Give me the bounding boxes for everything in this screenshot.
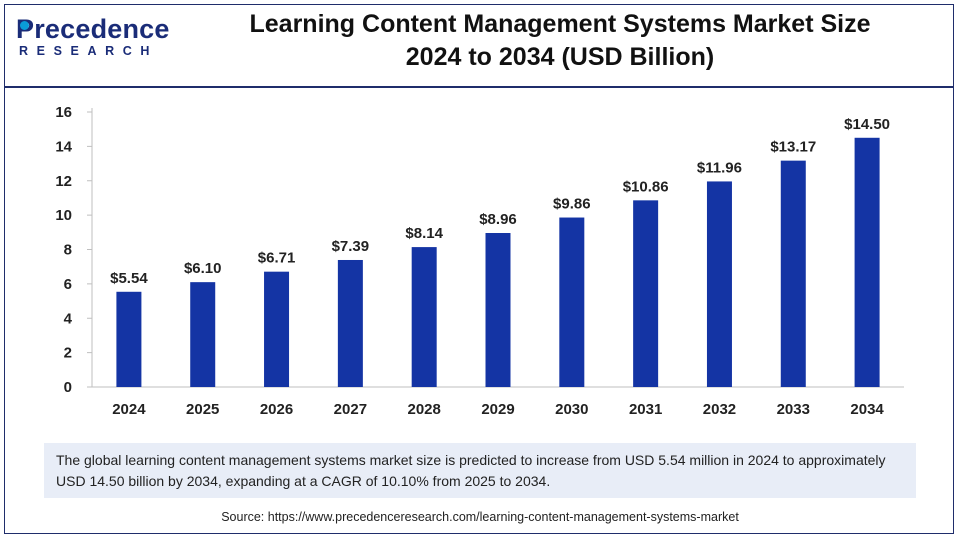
y-tick-label: 12 xyxy=(55,173,72,190)
data-label: $6.71 xyxy=(258,250,296,267)
bar xyxy=(633,200,659,387)
y-tick-label: 2 xyxy=(64,345,72,362)
bar-chart: 0 2 4 6 8 10 12 14 16 2024 $5.54 2025 $6.10 2026 $6.71… xyxy=(55,104,904,418)
x-tick-label: 2033 xyxy=(777,401,810,418)
bar xyxy=(411,247,437,387)
data-label: $8.96 xyxy=(479,211,517,228)
y-tick-label: 0 xyxy=(64,379,72,396)
bar xyxy=(337,259,363,387)
data-label: $10.86 xyxy=(623,178,669,195)
bar xyxy=(559,217,585,387)
bar xyxy=(264,271,290,387)
data-label: $6.10 xyxy=(184,260,222,277)
source-text: Source: https://www.precedenceresearch.c… xyxy=(221,510,739,524)
x-tick-label: 2024 xyxy=(112,401,146,418)
x-tick-label: 2034 xyxy=(850,401,884,418)
brand-subname: RESEARCH xyxy=(19,44,158,58)
x-tick-label: 2025 xyxy=(186,401,219,418)
x-tick-label: 2026 xyxy=(260,401,293,418)
bar xyxy=(485,233,511,387)
data-label: $11.96 xyxy=(697,159,742,176)
x-tick-label: 2029 xyxy=(481,401,514,418)
data-label: $7.39 xyxy=(332,238,370,255)
x-tick-label: 2031 xyxy=(629,401,662,418)
data-label: $9.86 xyxy=(553,196,591,213)
x-tick-label: 2028 xyxy=(407,401,440,418)
bar xyxy=(190,282,216,387)
data-label: $13.17 xyxy=(770,139,816,156)
bar xyxy=(854,137,880,387)
brand-logo: Precedence RESEARCH xyxy=(16,14,169,66)
data-label: $5.54 xyxy=(110,270,148,287)
y-tick-label: 4 xyxy=(64,310,73,327)
header-divider xyxy=(4,86,954,88)
bar xyxy=(706,181,732,387)
y-tick-label: 14 xyxy=(55,138,72,155)
data-label: $8.14 xyxy=(405,225,443,242)
data-label: $14.50 xyxy=(844,116,890,133)
bar xyxy=(116,291,142,387)
bar xyxy=(780,160,806,387)
chart-title-line2: 2024 to 2034 (USD Billion) xyxy=(405,43,715,71)
y-tick-label: 10 xyxy=(55,207,72,224)
y-tick-label: 6 xyxy=(64,276,72,293)
y-tick-label: 8 xyxy=(64,242,72,259)
x-tick-label: 2027 xyxy=(334,401,367,418)
chart-title: Learning Content Management Systems Mark… xyxy=(210,8,910,74)
header: Precedence RESEARCH Learning Content Man… xyxy=(0,0,960,80)
y-tick-label: 16 xyxy=(55,104,72,121)
logo-dot-icon xyxy=(20,21,29,30)
x-tick-label: 2030 xyxy=(555,401,588,418)
description-box: The global learning content management s… xyxy=(44,443,916,498)
chart-title-line1: Learning Content Management Systems Mark… xyxy=(249,10,871,38)
brand-name: Precedence xyxy=(16,14,170,44)
x-tick-label: 2032 xyxy=(703,401,736,418)
